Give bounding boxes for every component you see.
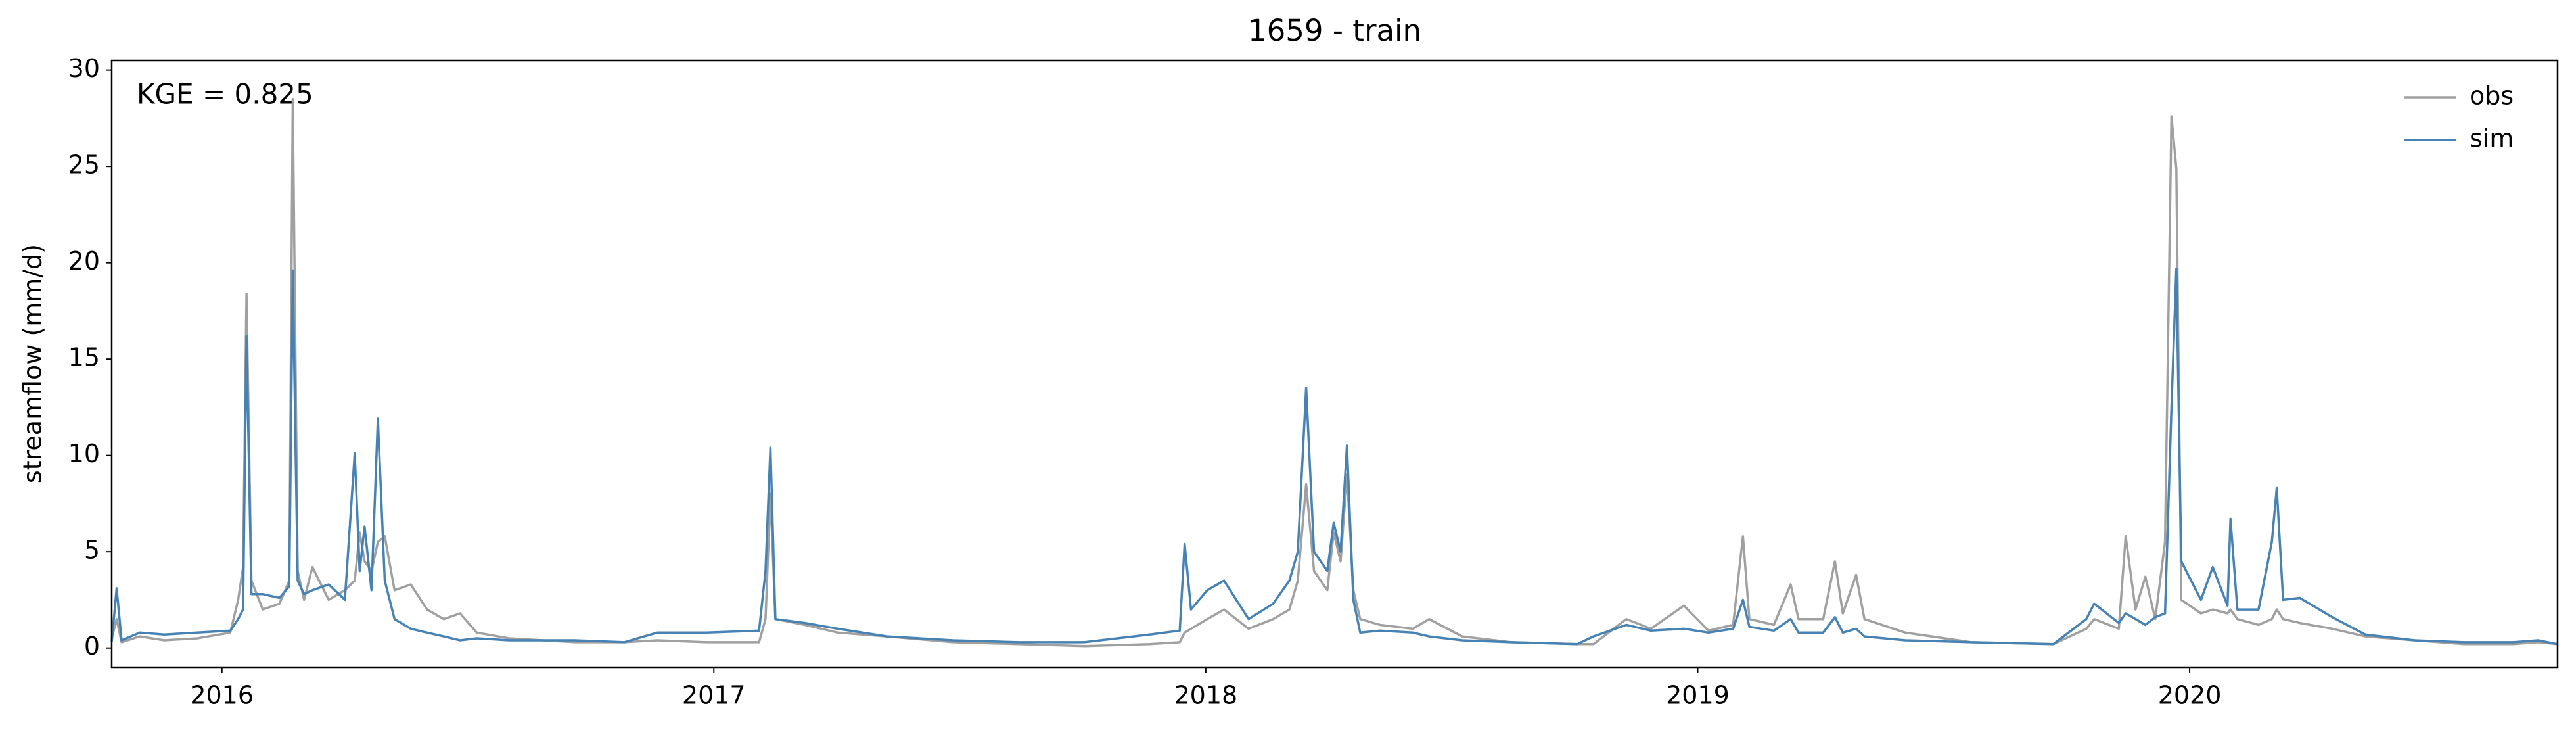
y-tick-label: 30 <box>68 54 100 83</box>
x-tick-label: 2017 <box>682 681 746 710</box>
y-tick-label: 20 <box>68 247 100 275</box>
legend-label: sim <box>2470 124 2514 153</box>
y-axis-label: streamflow (mm/d) <box>18 244 47 483</box>
x-tick-label: 2019 <box>1666 681 1730 710</box>
y-tick-label: 15 <box>68 343 100 372</box>
y-tick-label: 0 <box>84 632 100 661</box>
y-tick-label: 10 <box>68 439 100 468</box>
x-tick-label: 2018 <box>1174 681 1238 710</box>
y-tick-label: 25 <box>68 151 100 179</box>
plot-frame <box>110 59 2559 669</box>
annotation: KGE = 0.825 <box>137 78 313 110</box>
y-tick-label: 5 <box>84 536 100 565</box>
x-tick-label: 2020 <box>2158 681 2222 710</box>
legend-label: obs <box>2470 82 2514 110</box>
chart-title: 1659 - train <box>1248 13 1421 48</box>
series-line <box>110 97 2558 648</box>
x-tick-label: 2016 <box>190 681 254 710</box>
series-line <box>110 267 2558 646</box>
